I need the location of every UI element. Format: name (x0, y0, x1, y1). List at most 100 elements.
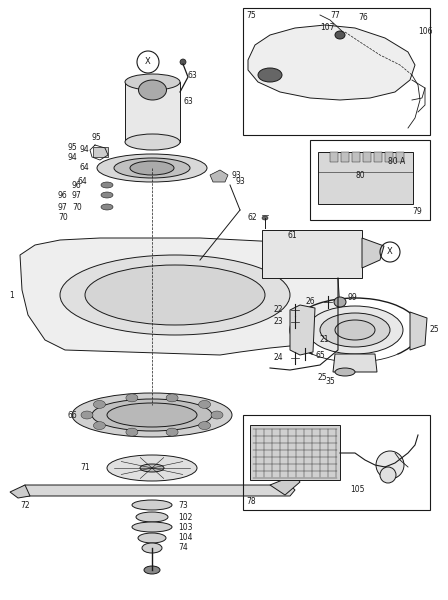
Ellipse shape (142, 543, 162, 553)
Text: 21: 21 (320, 335, 329, 344)
Bar (93, 147, 108, 157)
Text: X: X (145, 58, 151, 67)
Polygon shape (410, 312, 427, 350)
Text: 25: 25 (430, 325, 439, 335)
Polygon shape (20, 238, 340, 355)
Ellipse shape (136, 512, 168, 522)
Text: 70: 70 (72, 202, 82, 211)
Text: 93: 93 (232, 170, 242, 179)
Text: 62: 62 (248, 214, 258, 223)
Ellipse shape (166, 394, 178, 402)
Text: 96: 96 (58, 191, 68, 199)
Text: X: X (387, 247, 393, 257)
Text: 64: 64 (80, 163, 90, 173)
Ellipse shape (92, 399, 212, 431)
Ellipse shape (300, 345, 310, 351)
Ellipse shape (85, 265, 265, 325)
Text: 25: 25 (317, 373, 327, 383)
Bar (352, 152, 360, 162)
Ellipse shape (94, 400, 105, 409)
Bar (341, 152, 349, 162)
Bar (363, 152, 371, 162)
Text: 73: 73 (178, 500, 188, 509)
Text: 24: 24 (273, 353, 283, 362)
Bar (396, 152, 404, 162)
Polygon shape (210, 170, 228, 182)
Text: 80: 80 (355, 170, 365, 179)
Text: 78: 78 (246, 497, 256, 506)
Ellipse shape (107, 403, 197, 427)
Polygon shape (10, 485, 30, 498)
Ellipse shape (101, 204, 113, 210)
Ellipse shape (335, 320, 375, 340)
Text: 95: 95 (92, 133, 102, 142)
Ellipse shape (126, 394, 138, 402)
Text: 94: 94 (68, 154, 78, 163)
Ellipse shape (334, 297, 346, 307)
Ellipse shape (144, 566, 160, 574)
Ellipse shape (132, 500, 172, 510)
Bar (374, 152, 382, 162)
Bar (310, 140, 430, 220)
Ellipse shape (101, 192, 113, 198)
Text: 105: 105 (350, 485, 365, 494)
Circle shape (180, 59, 186, 65)
Text: 79: 79 (412, 208, 422, 217)
Bar (125, 82, 180, 142)
Text: 65: 65 (315, 350, 325, 359)
Ellipse shape (107, 455, 197, 481)
Text: 95: 95 (68, 143, 78, 152)
Bar (243, 8, 430, 135)
Ellipse shape (138, 80, 167, 100)
Bar (330, 152, 338, 162)
Ellipse shape (60, 255, 290, 335)
Ellipse shape (211, 411, 223, 419)
Ellipse shape (166, 428, 178, 436)
Ellipse shape (307, 306, 403, 354)
Ellipse shape (198, 400, 211, 409)
Bar (262, 230, 362, 278)
Ellipse shape (335, 31, 345, 39)
Text: 64: 64 (78, 178, 88, 187)
Text: 26: 26 (306, 298, 316, 307)
Text: 77: 77 (330, 11, 340, 20)
Ellipse shape (97, 154, 207, 182)
Text: 61: 61 (287, 230, 297, 239)
Text: 22: 22 (273, 305, 283, 314)
Polygon shape (362, 238, 384, 268)
Polygon shape (270, 475, 300, 495)
Ellipse shape (114, 158, 190, 178)
Text: 70: 70 (58, 214, 68, 223)
Text: 23: 23 (273, 317, 283, 326)
Text: 94: 94 (80, 145, 90, 154)
Text: 104: 104 (178, 533, 193, 542)
Ellipse shape (140, 464, 164, 472)
Ellipse shape (72, 393, 232, 437)
Ellipse shape (198, 422, 211, 430)
Ellipse shape (130, 161, 174, 175)
Polygon shape (290, 305, 315, 355)
Ellipse shape (258, 68, 282, 82)
Text: 66: 66 (68, 410, 78, 419)
Text: 72: 72 (20, 500, 30, 509)
Bar (250, 425, 340, 480)
Polygon shape (333, 354, 377, 372)
Polygon shape (18, 485, 295, 496)
Text: 97: 97 (72, 191, 82, 199)
Text: 99: 99 (348, 293, 358, 302)
Text: 76: 76 (358, 13, 368, 22)
Ellipse shape (320, 313, 390, 347)
Polygon shape (248, 25, 415, 100)
Bar (243, 415, 430, 510)
Ellipse shape (94, 422, 105, 430)
Text: 80 A: 80 A (388, 157, 405, 166)
Text: 75: 75 (246, 11, 256, 20)
Bar (318, 152, 413, 204)
Text: 35: 35 (325, 377, 335, 386)
Ellipse shape (125, 134, 180, 150)
Ellipse shape (125, 74, 180, 90)
Ellipse shape (138, 533, 166, 543)
Ellipse shape (262, 216, 268, 220)
Text: 106: 106 (418, 28, 432, 37)
Text: 74: 74 (178, 544, 188, 553)
